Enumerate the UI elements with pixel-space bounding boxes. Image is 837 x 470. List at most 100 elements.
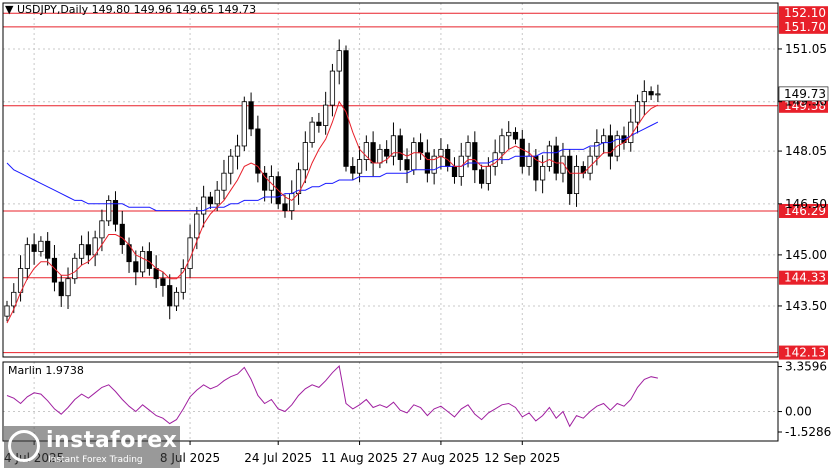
symbol-title: USDJPY,Daily — [16, 3, 89, 16]
candle — [343, 45, 349, 172]
candle-body — [384, 148, 390, 157]
candle — [478, 164, 485, 189]
candle — [214, 181, 220, 211]
candle-body — [302, 142, 308, 171]
level-label-box — [779, 6, 828, 21]
candle — [85, 231, 91, 265]
watermark: instaforex Instant Forex Trading — [4, 426, 180, 468]
ma-fast-line — [6, 100, 659, 324]
level-label-box — [779, 345, 828, 360]
candle — [309, 117, 315, 148]
candle-body — [445, 148, 451, 167]
candle-body — [173, 291, 180, 307]
candle-body — [594, 142, 600, 157]
candle-body — [234, 145, 241, 157]
candle — [201, 185, 207, 228]
candle-body — [451, 165, 458, 177]
candle-body — [607, 135, 614, 157]
candle-body — [546, 145, 553, 167]
candle — [160, 271, 166, 297]
candle-body — [519, 138, 525, 167]
level-label: 151.70 — [784, 20, 826, 34]
candle — [404, 148, 410, 184]
level-label: 149.38 — [784, 99, 826, 113]
level-label: 152.10 — [784, 6, 826, 20]
candle — [228, 149, 234, 185]
candle-body — [309, 121, 315, 143]
candle-body — [99, 220, 105, 239]
candle-body — [526, 155, 532, 167]
candle-body — [329, 70, 336, 106]
candle — [424, 139, 430, 183]
candle-body — [438, 148, 444, 157]
candle — [519, 129, 525, 174]
candle — [336, 39, 342, 85]
candle-body — [540, 165, 546, 181]
candle-body — [38, 240, 44, 252]
osc-tick-label: 0.00 — [785, 405, 812, 419]
candle — [431, 149, 437, 185]
candle — [146, 242, 152, 276]
candle — [221, 159, 227, 200]
candle-body — [417, 142, 424, 154]
candle-body — [628, 121, 634, 143]
candle — [512, 127, 519, 145]
price-tick-label: 145.00 — [785, 248, 827, 262]
candle-body — [214, 189, 220, 205]
watermark-brand: instaforex — [46, 428, 178, 453]
price-tick-label: 146.50 — [785, 197, 827, 211]
candle — [323, 91, 329, 135]
candle — [390, 122, 397, 166]
candle — [31, 233, 37, 265]
last-price-box — [778, 86, 829, 102]
candle — [465, 135, 471, 168]
candle-body — [72, 257, 78, 280]
candle-body — [404, 159, 410, 171]
ma-slow-line — [6, 121, 659, 212]
candle-body — [194, 213, 200, 239]
level-label-box — [779, 270, 828, 285]
price-tick-label: 143.50 — [785, 299, 827, 313]
candle — [24, 237, 30, 280]
time-tick-label: 11 Aug 2025 — [321, 451, 398, 465]
candle — [4, 300, 10, 322]
candle — [506, 121, 512, 150]
candle-body — [560, 155, 566, 174]
candle-body — [112, 200, 119, 225]
candle-body — [180, 268, 186, 293]
price-tick-label: 148.05 — [785, 144, 827, 158]
candle-body — [323, 104, 329, 126]
candle — [282, 194, 288, 218]
time-tick-label: 27 Aug 2025 — [402, 451, 479, 465]
collapse-arrow-icon[interactable]: ▼ — [5, 3, 14, 16]
candle-body — [207, 196, 213, 205]
candle-body — [228, 155, 234, 174]
candle — [607, 124, 614, 170]
candle — [546, 140, 553, 172]
oscillator-panel: 3.3596 0.00 -1.5286 — [3, 360, 831, 439]
candle — [45, 232, 51, 266]
osc-line — [6, 364, 659, 428]
candle-body — [160, 278, 166, 286]
candle-body — [221, 172, 227, 191]
candle — [411, 137, 417, 175]
instaforex-logo-icon — [8, 430, 40, 462]
candle — [472, 131, 478, 184]
candle — [655, 84, 661, 103]
candle-body — [139, 251, 146, 273]
candle — [316, 112, 322, 133]
main-panel-frame — [2, 2, 779, 358]
candle — [567, 149, 573, 205]
candle-body — [567, 155, 573, 195]
candle-body — [133, 261, 139, 273]
candle-body — [506, 131, 512, 137]
candle-body — [4, 305, 10, 317]
candle-body — [262, 172, 268, 191]
last-price-label: 149.73 — [784, 87, 826, 101]
candle — [363, 135, 369, 171]
candle — [180, 259, 186, 300]
candle-body — [282, 203, 288, 212]
candle-body — [153, 268, 159, 280]
osc-tick-label: 3.3596 — [785, 360, 827, 374]
